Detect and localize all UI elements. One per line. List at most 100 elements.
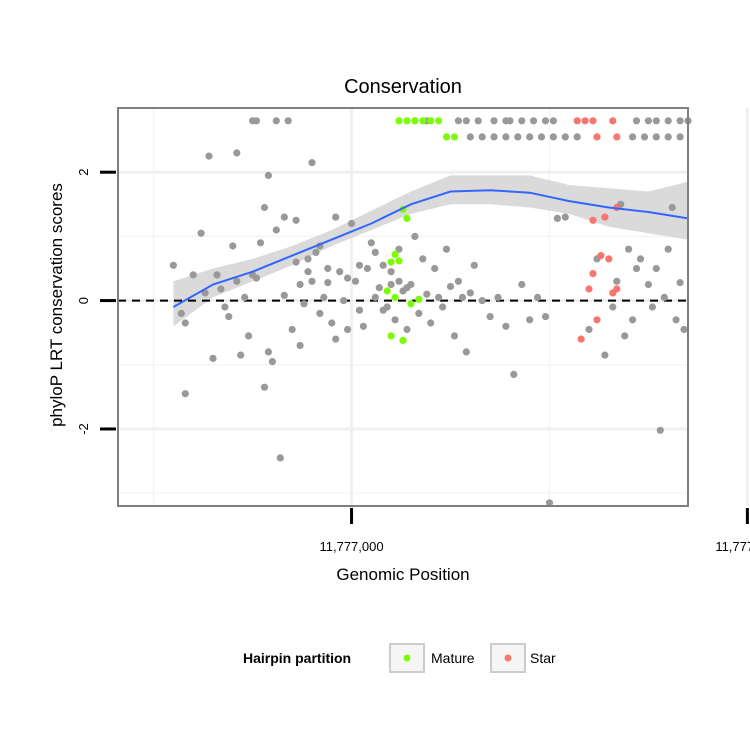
- data-point-other-69: [466, 289, 474, 297]
- plot-panel: -2 0 2 11,777,000 11,777,100: [76, 107, 750, 554]
- data-point-top-other-30: [629, 133, 637, 141]
- data-point-top-other-31: [640, 133, 649, 141]
- data-point-top-star-4: [593, 133, 601, 141]
- data-point-top-star-3: [609, 117, 617, 125]
- data-point-top-other-0: [249, 117, 257, 125]
- data-point-other-26: [292, 258, 300, 266]
- data-point-other-13: [237, 351, 245, 359]
- data-point-other-8: [217, 285, 225, 293]
- data-point-other-45: [371, 293, 379, 301]
- data-point-other-20: [264, 348, 272, 356]
- data-point-mature-4: [387, 258, 395, 266]
- data-point-other-42: [355, 306, 364, 314]
- data-point-other-25: [288, 325, 296, 334]
- data-point-top-mature-3: [419, 117, 427, 125]
- data-point-other-24: [280, 291, 288, 299]
- data-point-other-83: [585, 325, 593, 334]
- data-point-other-6: [209, 354, 217, 362]
- data-point-other-120: [355, 261, 364, 269]
- data-point-other-80: [545, 499, 554, 507]
- data-point-other-105: [205, 152, 213, 160]
- data-point-star-2: [589, 270, 597, 278]
- data-point-other-9: [221, 303, 229, 311]
- data-point-other-95: [648, 303, 657, 311]
- data-point-top-star-5: [613, 133, 621, 141]
- data-point-star-0: [597, 252, 605, 260]
- data-point-mature-7: [407, 300, 415, 308]
- data-point-top-other-7: [490, 117, 498, 125]
- data-point-top-other-1: [284, 117, 292, 125]
- data-point-other-67: [458, 293, 466, 301]
- data-point-other-40: [347, 219, 356, 228]
- x-tick-label-1: 11,777,100: [715, 539, 750, 554]
- data-point-other-47: [379, 261, 387, 269]
- data-point-other-36: [332, 213, 340, 221]
- data-point-other-65: [450, 332, 459, 340]
- data-point-other-23: [276, 454, 284, 462]
- data-point-other-90: [625, 245, 633, 253]
- data-point-other-86: [609, 303, 617, 311]
- data-point-other-34: [324, 279, 332, 287]
- data-point-top-other-28: [561, 133, 569, 141]
- data-point-other-12: [233, 277, 241, 285]
- data-point-top-other-17: [664, 117, 672, 125]
- data-point-top-other-21: [478, 133, 486, 141]
- data-point-top-other-32: [652, 133, 660, 141]
- data-point-other-75: [510, 370, 518, 378]
- data-point-other-71: [478, 297, 486, 305]
- data-point-other-93: [636, 255, 645, 263]
- data-point-other-27: [296, 280, 304, 289]
- data-point-other-98: [660, 293, 668, 301]
- data-point-other-32: [316, 309, 324, 317]
- y-tick-label-0: -2: [76, 423, 91, 435]
- data-point-other-38: [340, 297, 348, 305]
- data-point-other-111: [280, 213, 288, 221]
- data-point-other-51: [395, 245, 403, 253]
- data-point-other-10: [225, 313, 233, 321]
- data-point-other-74: [502, 322, 510, 330]
- data-point-other-125: [395, 277, 403, 285]
- data-point-other-100: [668, 203, 676, 212]
- data-point-other-99: [664, 245, 672, 253]
- data-point-star-1: [605, 255, 613, 263]
- data-point-other-76: [518, 280, 526, 289]
- data-point-star-6: [577, 335, 585, 343]
- data-point-other-2: [181, 319, 189, 327]
- data-point-top-mature-4: [427, 117, 435, 125]
- data-point-other-106: [233, 149, 241, 157]
- data-point-other-81: [553, 214, 562, 222]
- data-point-other-28: [300, 300, 308, 308]
- data-point-top-other-22: [490, 133, 498, 141]
- data-point-other-114: [304, 268, 312, 276]
- data-point-star-7: [593, 316, 601, 324]
- data-point-other-55: [411, 232, 419, 240]
- data-point-other-97: [656, 426, 664, 434]
- data-point-other-33: [320, 293, 328, 301]
- data-point-other-104: [181, 390, 189, 398]
- data-point-other-78: [534, 293, 542, 301]
- data-point-top-other-33: [664, 133, 672, 141]
- x-axis-label: Genomic Position: [336, 565, 469, 584]
- data-point-mature-10: [399, 336, 407, 344]
- data-point-other-94: [644, 280, 653, 289]
- data-point-other-21: [268, 358, 276, 366]
- data-point-other-61: [435, 293, 443, 301]
- data-point-other-87: [613, 277, 621, 285]
- data-point-other-56: [415, 309, 423, 317]
- data-point-mature-3: [395, 257, 403, 265]
- data-point-mature-8: [415, 295, 423, 303]
- data-point-other-17: [252, 274, 261, 282]
- data-point-mature-5: [383, 287, 391, 295]
- data-point-top-other-13: [549, 117, 558, 125]
- data-point-top-other-5: [462, 117, 470, 125]
- data-point-other-58: [423, 290, 431, 298]
- data-point-other-62: [439, 303, 447, 311]
- data-point-other-73: [494, 293, 502, 301]
- data-point-other-66: [454, 277, 462, 285]
- data-point-star-5: [613, 285, 621, 293]
- panel-border: [117, 107, 689, 507]
- data-point-other-101: [672, 316, 680, 324]
- y-tick-label-1: 0: [76, 297, 91, 304]
- legend-label-mature: Mature: [431, 650, 475, 666]
- data-point-other-49: [387, 268, 395, 276]
